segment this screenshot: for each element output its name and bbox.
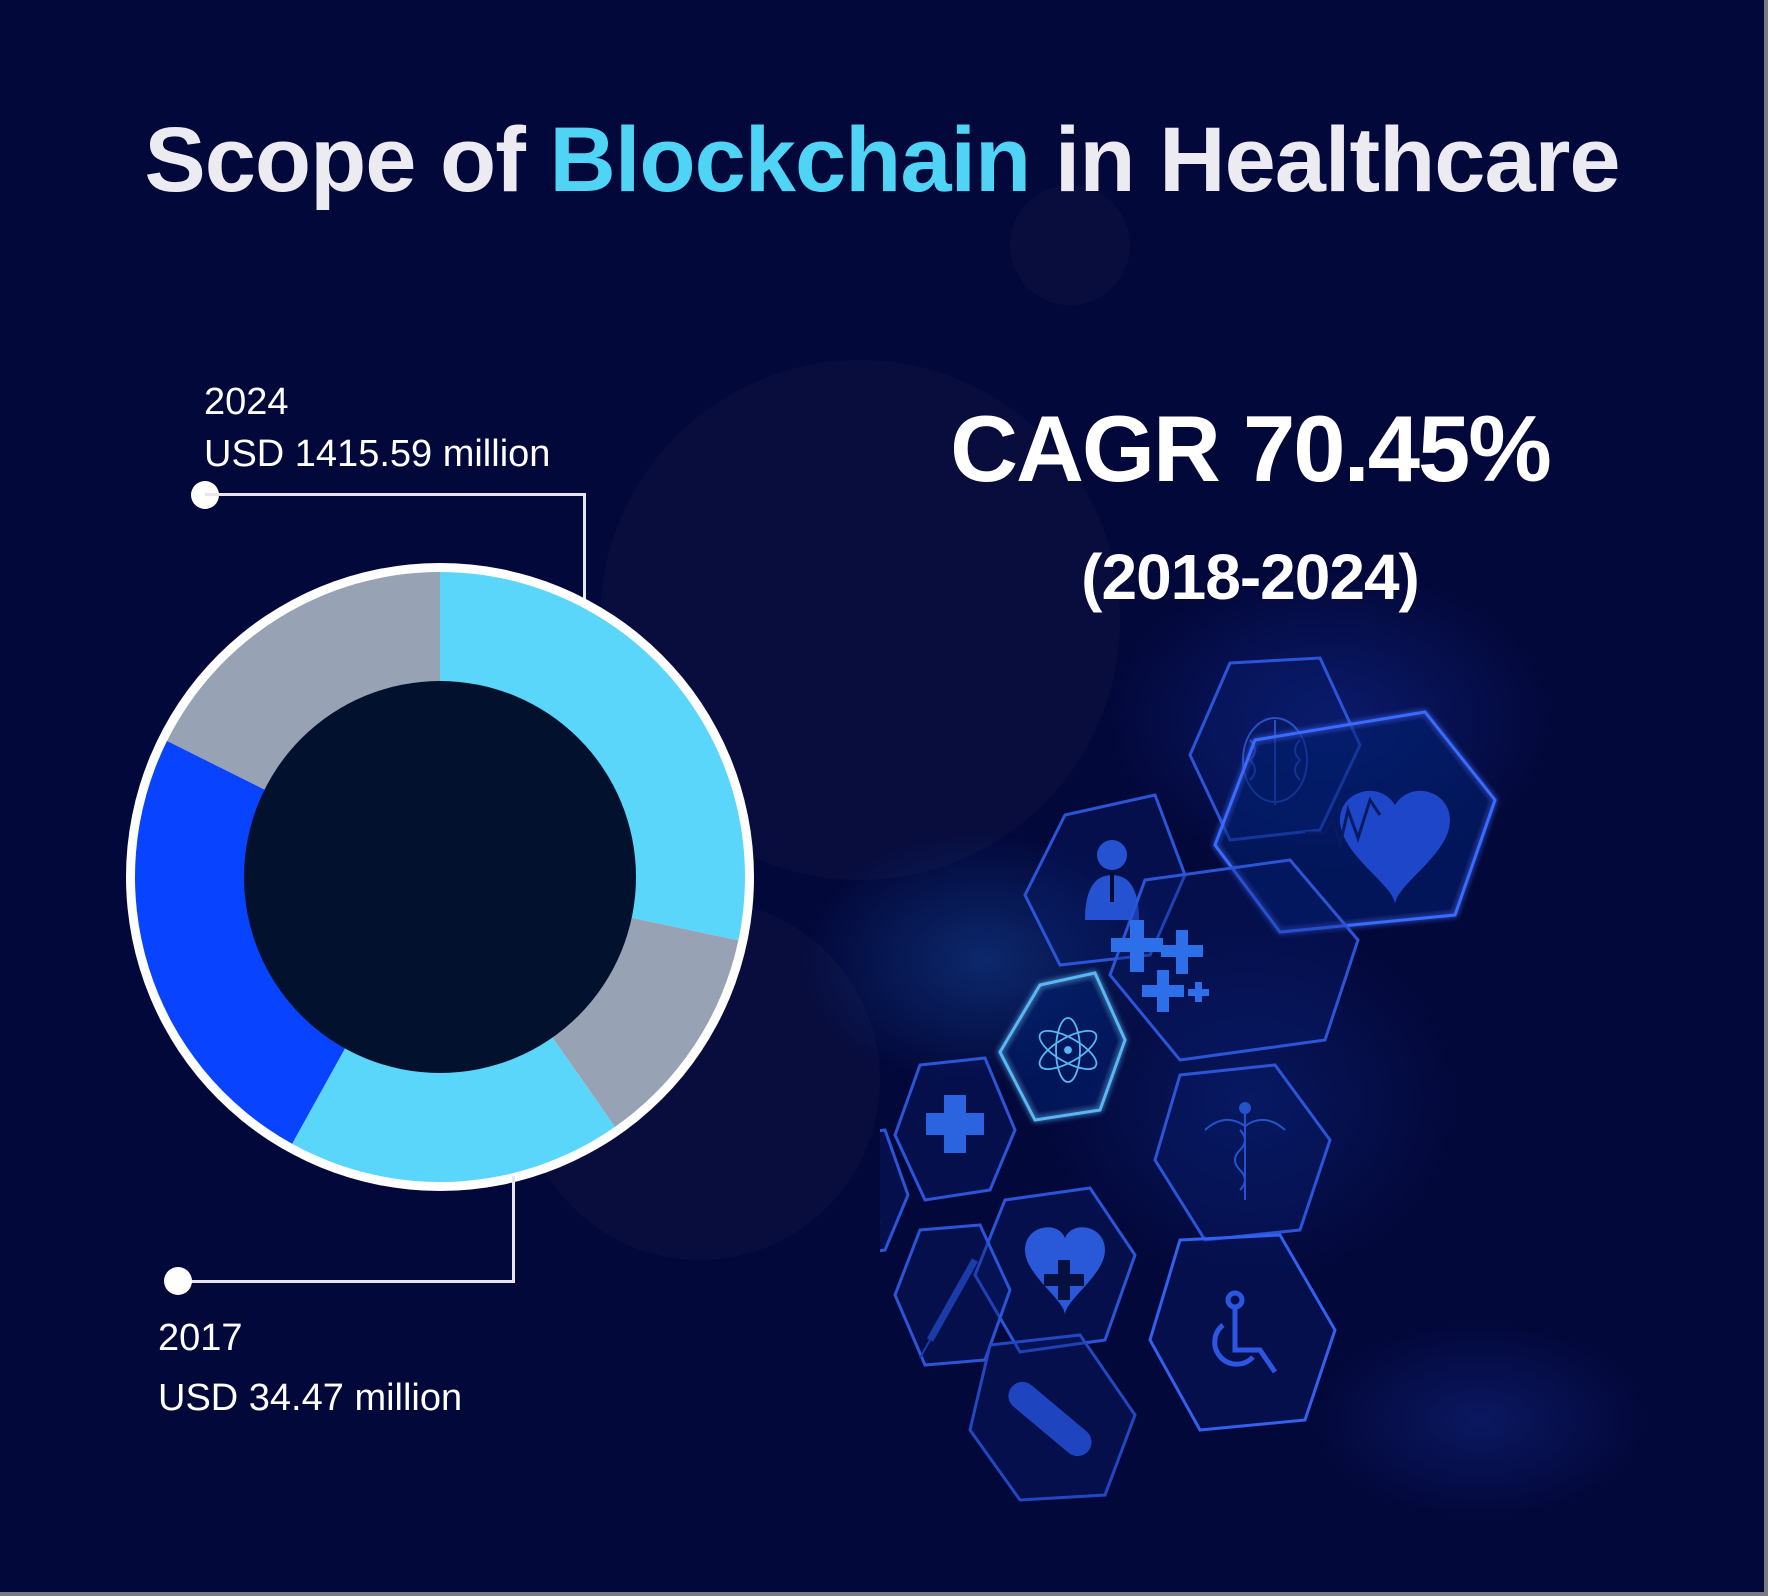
annotation-2024-leader-h bbox=[205, 493, 586, 496]
medical-crosses-icon bbox=[1108, 858, 1360, 1062]
title-suffix: in Healthcare bbox=[1030, 109, 1621, 211]
medical-cross-icon bbox=[893, 1056, 1017, 1202]
title-prefix: Scope of bbox=[144, 109, 550, 211]
pill-icon bbox=[968, 1333, 1137, 1502]
page-title: Scope of Blockchain in Healthcare bbox=[0, 108, 1764, 213]
donut-hole bbox=[244, 681, 636, 1073]
annotation-2017-year: 2017 bbox=[158, 1317, 243, 1359]
annotation-2017: 2017 USD 34.47 million bbox=[158, 1312, 462, 1424]
cagr-period: (2018-2024) bbox=[1081, 541, 1420, 613]
doctor-icon bbox=[1023, 793, 1187, 967]
test-tube-icon bbox=[880, 1128, 910, 1253]
annotation-2017-value: USD 34.47 million bbox=[158, 1377, 463, 1419]
medical-hexagon-decoration bbox=[880, 656, 1497, 1502]
annotation-2024-leader-v bbox=[583, 493, 586, 599]
title-highlight: Blockchain bbox=[549, 109, 1031, 211]
donut-svg bbox=[126, 563, 754, 1191]
wheelchair-icon bbox=[1148, 1233, 1337, 1432]
annotation-2024: 2024 USD 1415.59 million bbox=[204, 376, 550, 480]
atom-icon bbox=[998, 971, 1127, 1122]
annotation-2017-dot bbox=[164, 1267, 192, 1295]
heart-cross-icon bbox=[973, 1186, 1137, 1354]
annotation-2024-value: USD 1415.59 million bbox=[204, 433, 551, 475]
caduceus-icon bbox=[1153, 1063, 1332, 1242]
annotation-2024-year: 2024 bbox=[204, 381, 289, 423]
annotation-2017-leader-v bbox=[512, 1176, 515, 1283]
cagr-value: CAGR 70.45% bbox=[950, 396, 1552, 501]
donut-chart bbox=[123, 560, 757, 1194]
heart-pulse-icon bbox=[1213, 710, 1497, 934]
annotation-2017-leader-h bbox=[178, 1280, 515, 1283]
